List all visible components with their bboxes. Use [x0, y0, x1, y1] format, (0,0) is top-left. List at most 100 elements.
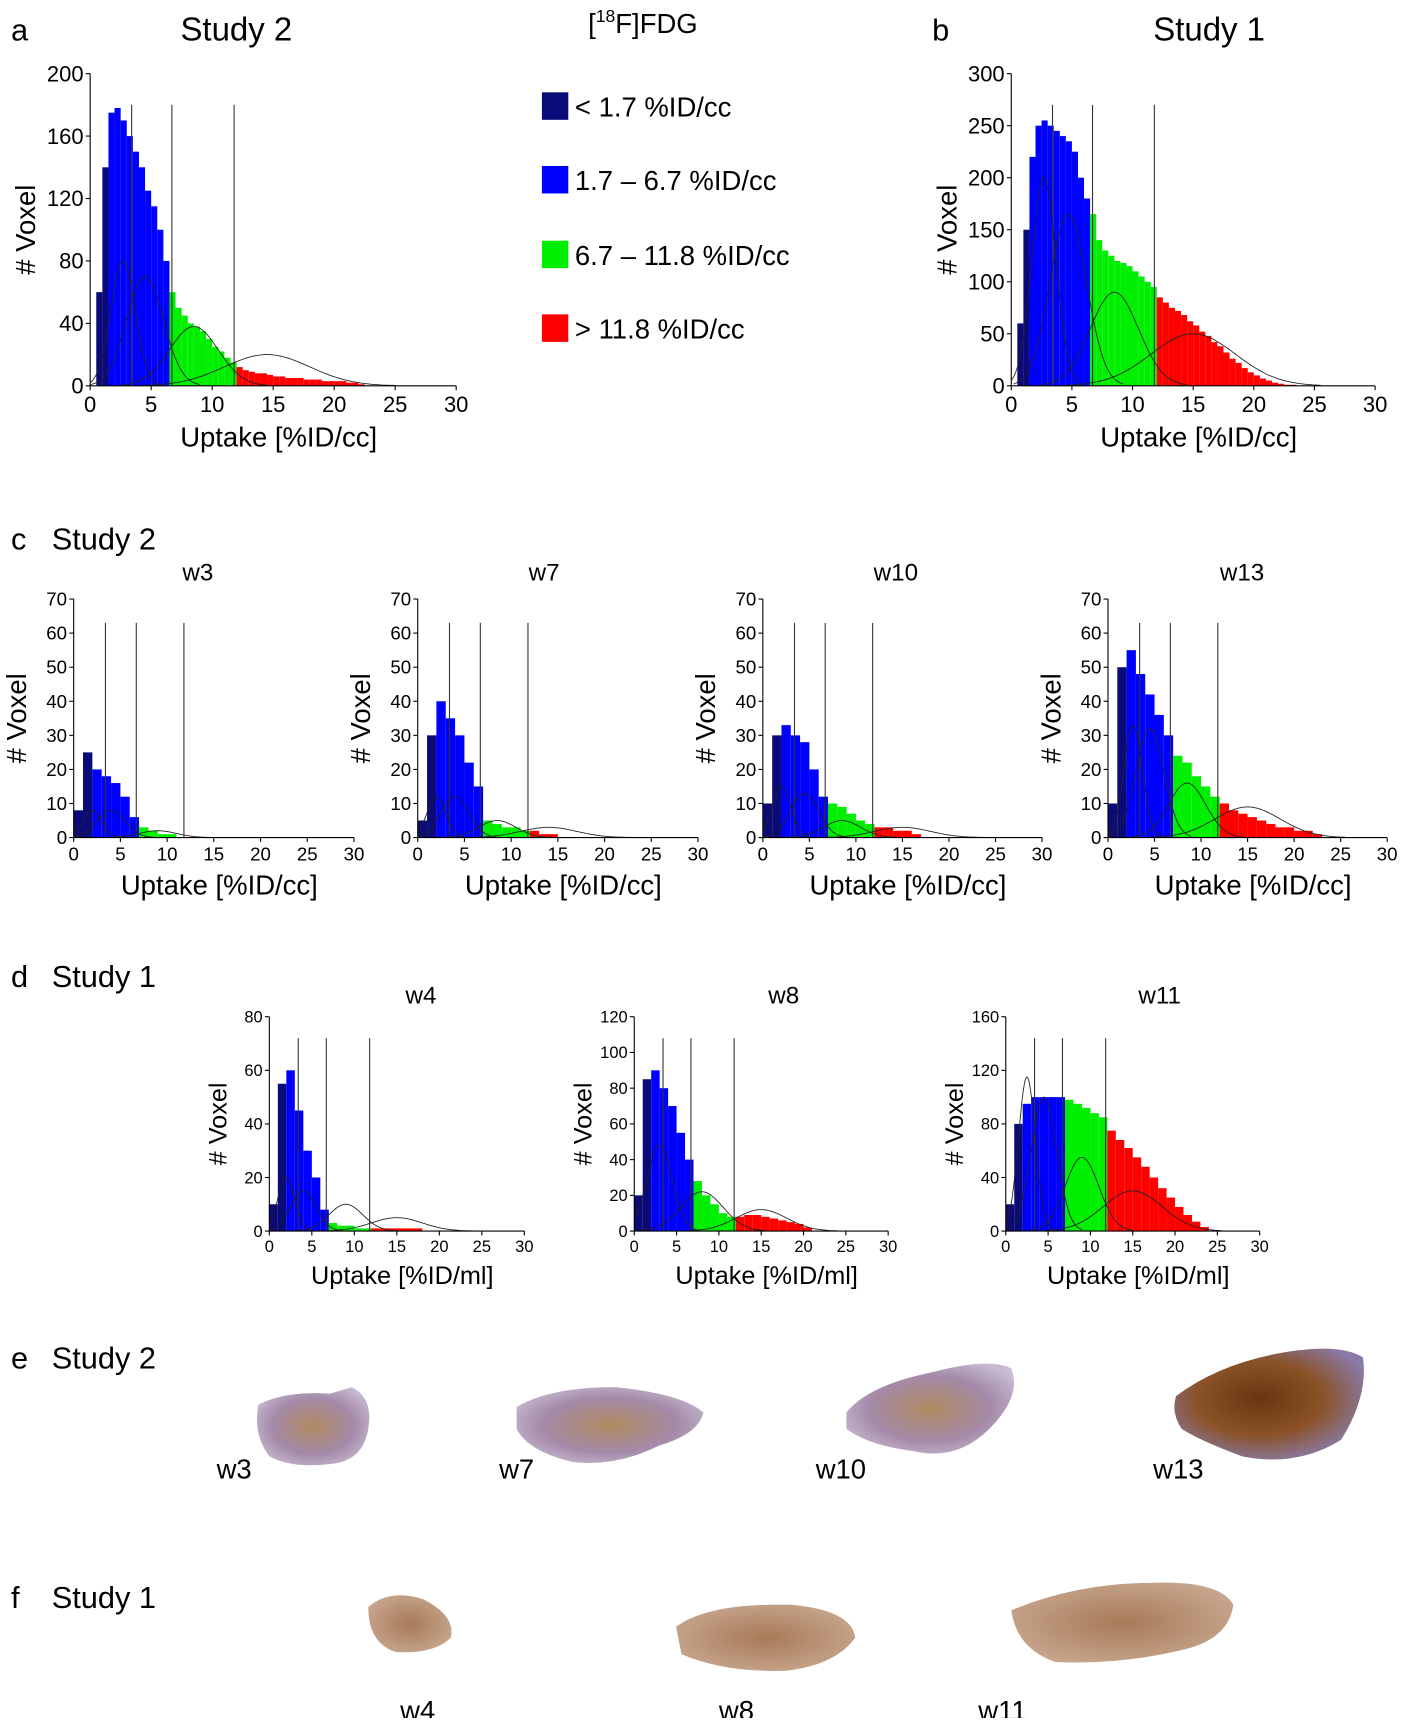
y-tick-label: 250 — [968, 113, 1005, 138]
panel-letter: a — [11, 13, 29, 48]
bar — [405, 1228, 414, 1232]
bar — [1253, 375, 1260, 386]
bar — [1114, 260, 1121, 386]
y-tick-label: 40 — [735, 691, 756, 712]
x-tick-label: 0 — [1005, 392, 1017, 417]
y-tick-label: 0 — [618, 1223, 627, 1241]
y-tick-label: 50 — [735, 657, 756, 678]
y-tick-label: 160 — [47, 124, 84, 149]
y-tick-label: 30 — [46, 725, 67, 746]
bar — [269, 1204, 278, 1232]
bar — [769, 1218, 779, 1232]
tissue-section — [1011, 1582, 1234, 1663]
bar — [303, 379, 310, 386]
bar — [1265, 380, 1273, 386]
bar — [701, 1195, 711, 1232]
y-axis-label: # Voxel — [345, 673, 376, 763]
x-axis-label: Uptake [%ID/cc] — [1155, 870, 1352, 901]
chart-title: w8 — [767, 983, 799, 1010]
y-tick-label: 0 — [254, 1223, 263, 1241]
bar — [1303, 830, 1313, 838]
bar — [1145, 694, 1155, 838]
x-tick-label: 30 — [1251, 1238, 1269, 1256]
x-tick-label: 0 — [413, 844, 423, 865]
tissue-section — [1174, 1348, 1364, 1460]
bar — [285, 378, 292, 386]
bar — [735, 1216, 745, 1232]
bar — [157, 834, 168, 838]
x-axis-label: Uptake [%ID/cc] — [809, 870, 1006, 901]
bar — [1205, 335, 1212, 386]
bar — [321, 381, 329, 386]
x-tick-label: 10 — [345, 1238, 363, 1256]
bar — [520, 830, 530, 838]
fit-curve — [1043, 1190, 1222, 1232]
legend-title-part: [ — [588, 8, 596, 39]
y-axis-label: # Voxel — [1, 673, 32, 763]
legend: [18F]FDG < 1.7 %ID/cc 1.7 – 6.7 %ID/cc 6.7… — [541, 6, 790, 345]
x-tick-label: 5 — [115, 844, 125, 865]
bar — [1191, 1221, 1201, 1232]
bar — [358, 384, 365, 386]
bar — [212, 346, 219, 386]
fit-curve — [1131, 782, 1243, 838]
chart: 0 20 40 60 80 100 120 0 5 10 15 20 25 30 Uptake [%ID/m… — [569, 983, 897, 1290]
y-tick-label: 120 — [600, 1009, 627, 1027]
bar — [1238, 813, 1248, 838]
bar — [236, 367, 243, 386]
legend-label: 6.7 – 11.8 %ID/cc — [575, 240, 790, 271]
x-tick-label: 30 — [688, 844, 709, 865]
y-axis-label: # Voxel — [690, 673, 721, 763]
bar — [1126, 266, 1133, 386]
y-tick-label: 0 — [57, 827, 67, 848]
bar — [337, 1225, 346, 1232]
bar — [167, 834, 177, 838]
panel-letter: b — [932, 13, 949, 48]
chart: 0 40 80 120 160 200 0 5 10 15 20 25 30 Uptake [%ID/cc… — [10, 11, 468, 453]
y-tick-label: 10 — [46, 793, 67, 814]
x-tick-label: 10 — [200, 392, 224, 417]
y-tick-label: 40 — [609, 1151, 627, 1169]
bar — [230, 362, 237, 386]
y-tick-label: 70 — [390, 589, 411, 610]
chart-title: Study 2 — [180, 11, 292, 48]
bar — [1029, 156, 1036, 386]
y-tick-label: 300 — [968, 61, 1005, 86]
bar — [846, 813, 856, 838]
x-tick-label: 15 — [261, 392, 285, 417]
x-tick-label: 5 — [1044, 1238, 1053, 1256]
x-tick-label: 25 — [985, 844, 1006, 865]
fit-curve — [320, 1217, 474, 1232]
bar — [1077, 177, 1085, 386]
bar — [309, 379, 316, 386]
y-axis-label: # Voxel — [10, 185, 41, 275]
bar — [1247, 372, 1254, 386]
bar — [1120, 263, 1127, 386]
x-tick-label: 20 — [430, 1238, 448, 1256]
legend-title-sup: 18 — [596, 6, 616, 26]
x-tick-label: 0 — [1001, 1238, 1010, 1256]
bar — [1272, 382, 1279, 386]
x-tick-label: 5 — [1066, 392, 1078, 417]
bar — [181, 315, 188, 386]
x-tick-label: 10 — [710, 1238, 728, 1256]
bar — [1065, 141, 1072, 386]
bar — [1228, 810, 1239, 838]
x-tick-label: 5 — [1149, 844, 1159, 865]
bar — [1294, 830, 1304, 838]
tissue-section — [516, 1387, 704, 1463]
x-tick-label: 25 — [473, 1238, 491, 1256]
y-tick-label: 160 — [972, 1009, 999, 1027]
bar — [379, 1228, 389, 1232]
bar — [297, 378, 304, 386]
x-tick-label: 0 — [1103, 844, 1113, 865]
bar — [1241, 368, 1248, 386]
bar — [242, 370, 249, 386]
x-axis-label: Uptake [%ID/cc] — [180, 421, 377, 452]
bar — [1102, 250, 1109, 386]
bar — [1048, 1097, 1057, 1232]
fit-curve — [417, 796, 465, 838]
bar — [659, 1088, 669, 1232]
y-tick-label: 0 — [992, 374, 1004, 399]
bar — [193, 326, 200, 386]
